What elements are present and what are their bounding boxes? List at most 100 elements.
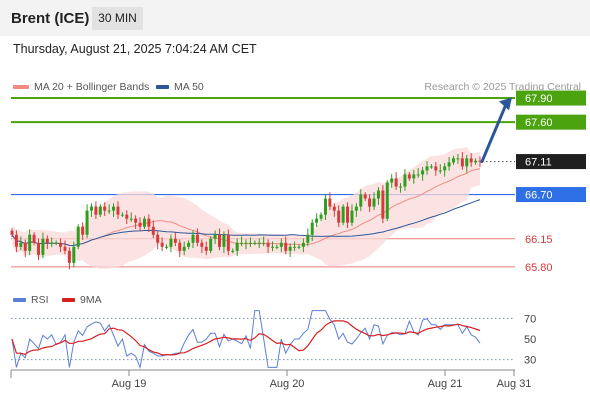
candle-body [315, 218, 319, 223]
candle-body [465, 158, 469, 167]
candle-body [134, 218, 138, 223]
candle-body [63, 246, 67, 251]
candle-body [173, 238, 177, 243]
candle-body [89, 206, 93, 211]
candle-body [81, 226, 85, 235]
candle-body [319, 214, 323, 219]
candle-body [19, 242, 23, 247]
candle-body [76, 226, 80, 247]
rsi-line [11, 310, 481, 370]
legend-9ma: 9MA [62, 294, 102, 306]
candle-body [235, 242, 239, 251]
candle-body [59, 242, 63, 247]
level-label: 66.70 [525, 190, 553, 202]
candle-body [460, 158, 464, 167]
candle-body [288, 246, 292, 251]
candle-body [54, 242, 58, 244]
x-tick-label: Aug 31 [497, 378, 532, 390]
candle-body [350, 210, 354, 223]
level-label: 67.11 [525, 157, 552, 169]
level-box [516, 187, 586, 203]
candle-body [416, 174, 420, 176]
candle-body [332, 206, 336, 211]
forecast-arrow [480, 97, 512, 164]
candle-body [129, 218, 133, 220]
candle-body [270, 246, 274, 248]
candle-body [28, 234, 32, 251]
candle-body [337, 210, 341, 223]
candle-body [323, 198, 327, 215]
level-box [516, 154, 586, 170]
candle-body [376, 190, 380, 199]
candle-body [151, 226, 155, 235]
level-label: 67.60 [525, 117, 553, 129]
candle-body [368, 198, 372, 207]
bollinger-band [11, 146, 481, 269]
rsi-panel: 70 50 30 [11, 310, 536, 370]
x-tick-label: Aug 20 [270, 378, 305, 390]
arrow-head [499, 97, 512, 111]
rsi-tick-label: 50 [524, 334, 536, 346]
candle-body [363, 194, 367, 199]
candle-body [421, 170, 425, 175]
candle-body [248, 242, 252, 244]
instrument-title: Brent (ICE) [11, 10, 90, 27]
candle-body [310, 222, 314, 235]
ma20-swatch [13, 85, 29, 89]
candle-body [94, 206, 98, 215]
candle-body [72, 246, 76, 263]
credit-text: Research © 2025 Trading Central [424, 81, 581, 93]
candle-body [253, 242, 257, 244]
candle-body [200, 242, 204, 247]
candle-body [45, 238, 49, 243]
candle-body [474, 160, 478, 163]
candlesticks [10, 152, 482, 270]
timestamp: Thursday, August 21, 2025 7:04:24 AM CET [13, 42, 257, 56]
candle-body [403, 174, 407, 187]
candle-body [275, 246, 279, 248]
candle-body [469, 158, 473, 163]
candle-body [434, 166, 438, 171]
candle-body [103, 206, 107, 211]
ma9-line [11, 320, 481, 356]
candle-body [204, 246, 208, 251]
level-box [516, 114, 586, 130]
candle-body [452, 158, 456, 163]
level-label: 66.15 [525, 234, 553, 246]
candle-body [412, 174, 416, 179]
candle-body [160, 242, 164, 247]
x-tick-label: Aug 19 [112, 378, 147, 390]
ma20-label: MA 20 + Bollinger Bands [34, 81, 150, 93]
candle-body [50, 242, 54, 244]
timeframe-badge[interactable]: 30 MIN [92, 7, 143, 30]
legend-ma20: MA 20 + Bollinger Bands [13, 81, 149, 93]
ma50-line [11, 199, 481, 247]
candle-body [209, 238, 213, 251]
candle-body [257, 242, 261, 244]
candle-body [297, 246, 301, 248]
candle-body [165, 246, 169, 248]
candle-body [341, 206, 345, 223]
candle-body [120, 214, 124, 216]
candle-body [142, 218, 146, 227]
candle-body [226, 234, 230, 251]
ma50-swatch [156, 85, 169, 89]
candle-body [306, 234, 310, 243]
candle-body [41, 238, 45, 255]
candle-body [399, 186, 403, 188]
legend-ma50: MA 50 [156, 81, 204, 93]
x-tick-label: Aug 21 [428, 378, 463, 390]
candle-body [107, 210, 111, 212]
candle-body [301, 242, 305, 247]
candle-body [195, 234, 199, 243]
candle-body [98, 206, 102, 215]
candle-body [390, 178, 394, 183]
candle-body [125, 214, 129, 219]
candle-body [240, 242, 244, 244]
candle-body [429, 166, 433, 168]
bollinger-fill [12, 146, 480, 269]
candle-body [372, 198, 376, 207]
candle-body [156, 234, 160, 243]
candle-body [394, 178, 398, 187]
